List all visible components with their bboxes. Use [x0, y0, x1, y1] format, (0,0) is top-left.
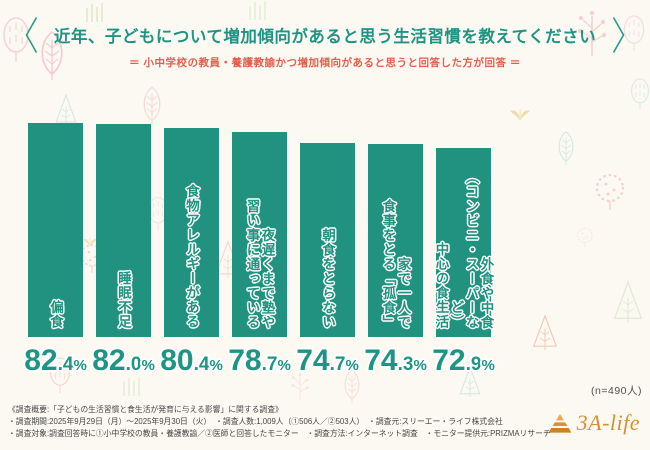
bar-column: 偏食 82.4% — [24, 123, 87, 377]
bar-value-label: 80.4% — [160, 344, 223, 377]
bar-value-label: 74.3% — [364, 344, 427, 377]
bar-category-label: 朝食をとらない — [320, 227, 335, 330]
bar-category-label: 夜遅くまで塾や 習い事に通っている — [244, 198, 275, 330]
page-title: 近年、子どもについて増加傾向があると思う生活習慣を教えてください — [53, 28, 597, 46]
bar: 食物アレルギーがある — [164, 128, 219, 337]
bar-category-label: 偏食 — [48, 300, 63, 329]
bar-column: 食物アレルギーがある 80.4% — [160, 123, 223, 377]
bar-category-label: 外食や中食 （コンビニ・スーパーなど） 中心の食生活 — [433, 169, 494, 330]
bar-column: 家で一人で 食事をとる「孤食」 74.3% — [364, 123, 427, 377]
chart-subtitle: ＝ 小中学校の教員・養護教諭かつ増加傾向があると思うと回答した方が回答 ＝ — [129, 57, 521, 69]
bar-value-label: 78.7% — [228, 344, 291, 377]
bar-column: 睡眠不足 82.0% — [92, 123, 155, 377]
bar: 外食や中食 （コンビニ・スーパーなど） 中心の食生活 — [433, 147, 494, 337]
logo-triangle-icon — [548, 413, 571, 433]
right-angle-bracket-icon — [612, 17, 625, 53]
left-angle-bracket-icon — [25, 17, 38, 53]
bar: 夜遅くまで塾や 習い事に通っている — [232, 132, 287, 337]
brand-logo: 3A-life — [547, 410, 640, 436]
survey-note-line-3: ・調査対象:調査回答時に①小中学校の教員・養護教諭／②医師と回答したモニター ・… — [8, 428, 551, 438]
bar-column: 外食や中食 （コンビニ・スーパーなど） 中心の食生活 72.9% — [432, 123, 495, 377]
bar-chart: 偏食 82.4% 睡眠不足 82.0% 食物アレルギーがある 80.4% 夜遅く… — [24, 123, 495, 377]
bar-value-label: 82.0% — [92, 344, 155, 377]
bar-category-label: 食物アレルギーがある — [184, 184, 199, 329]
bar-category-label: 睡眠不足 — [116, 271, 131, 329]
bar: 睡眠不足 — [96, 123, 151, 337]
bar-value-label: 74.7% — [296, 344, 359, 377]
bar: 偏食 — [28, 123, 83, 337]
bar-column: 夜遅くまで塾や 習い事に通っている 78.7% — [228, 123, 291, 377]
bar: 家で一人で 食事をとる「孤食」 — [368, 143, 423, 337]
logo-text: 3A-life — [576, 410, 640, 435]
survey-note-line-1: 《調査概要:「子どもの生活習慣と食生活が発育に与える影響」に関する調査》 — [8, 405, 283, 414]
survey-note-line-2: ・調査期間:2025年9月29日（月）～2025年9月30日（火） ・調査人数:… — [8, 416, 503, 426]
header: 近年、子どもについて増加傾向があると思う生活習慣を教えてください — [0, 14, 650, 56]
bar-value-label: 72.9% — [432, 344, 495, 377]
bar-column: 朝食をとらない 74.7% — [296, 123, 359, 377]
bar: 朝食をとらない — [300, 142, 355, 337]
sample-size-note: (n=490人) — [591, 385, 642, 397]
survey-notes: 《調査概要:「子どもの生活習慣と食生活が発育に与える影響」に関する調査》 ・調査… — [8, 404, 551, 439]
bar-value-label: 82.4% — [24, 344, 87, 377]
bar-category-label: 家で一人で 食事をとる「孤食」 — [380, 198, 411, 330]
